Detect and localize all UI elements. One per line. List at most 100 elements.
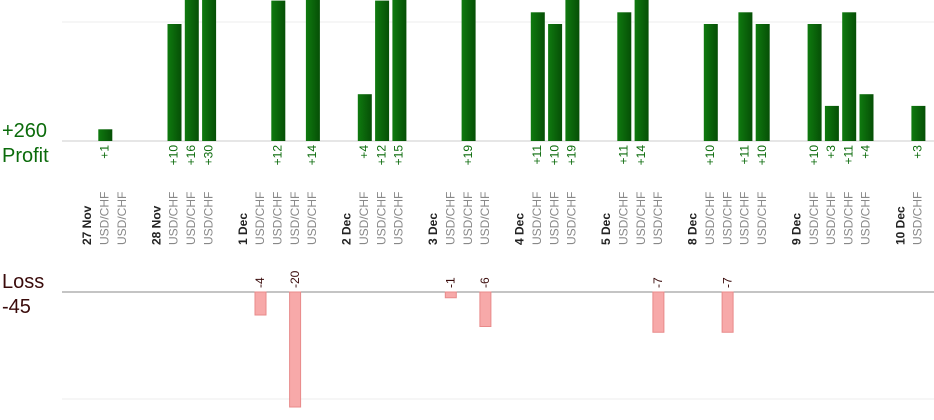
profit-value-label: +14	[305, 145, 319, 166]
profit-bar	[548, 24, 563, 141]
profit-bar	[167, 24, 182, 141]
pair-label: USD/CHF	[392, 192, 406, 245]
pair-label: USD/CHF	[703, 192, 717, 245]
loss-value-label: -7	[720, 277, 734, 288]
profit-value-label: +4	[357, 145, 371, 159]
loss-bar	[652, 291, 665, 333]
pair-label: USD/CHF	[167, 192, 181, 245]
date-label: 10 Dec	[893, 206, 907, 245]
profit-bar	[375, 0, 390, 141]
profit-value-label: +15	[392, 145, 406, 166]
loss-bar	[444, 291, 457, 299]
profit-label: Profit	[2, 145, 49, 167]
profit-bar	[184, 0, 199, 141]
date-label: 28 Nov	[149, 205, 163, 245]
pair-label: USD/CHF	[184, 192, 198, 245]
date-label: 4 Dec	[513, 213, 527, 245]
loss-bar	[254, 291, 267, 316]
loss-value-label: -7	[651, 277, 665, 288]
date-label: 1 Dec	[236, 213, 250, 245]
profit-bar	[202, 0, 217, 141]
profit-bar	[634, 0, 649, 141]
loss-value-label: -20	[288, 270, 302, 288]
loss-value-label: -4	[253, 277, 267, 288]
pair-label: USD/CHF	[270, 192, 284, 245]
date-label: 3 Dec	[426, 213, 440, 245]
profit-bar	[738, 12, 753, 141]
pair-label: USD/CHF	[461, 192, 475, 245]
profit-bar	[824, 105, 839, 141]
profit-bar	[305, 0, 320, 141]
pair-label: USD/CHF	[807, 192, 821, 245]
pair-label: USD/CHF	[859, 192, 873, 245]
profit-bar	[755, 24, 770, 141]
profit-value-label: +12	[374, 145, 388, 166]
profit-bar	[461, 0, 476, 141]
profit-value-label: +19	[461, 145, 475, 166]
date-label: 2 Dec	[340, 213, 354, 245]
date-label: 5 Dec	[599, 213, 613, 245]
profit-value-label: +11	[530, 145, 544, 165]
pair-label: USD/CHF	[565, 192, 579, 245]
profit-bar	[392, 0, 407, 141]
pair-label: USD/CHF	[755, 192, 769, 245]
loss-bar	[479, 291, 492, 327]
profit-bar	[859, 94, 874, 141]
profit-value-label: +3	[911, 145, 925, 159]
pair-label: USD/CHF	[97, 192, 111, 245]
profit-bar	[807, 24, 822, 141]
loss-label: Loss	[2, 271, 45, 293]
profit-bar	[617, 12, 632, 141]
profit-value-label: +10	[703, 145, 717, 166]
profit-bar	[842, 12, 857, 141]
profit-total: +260	[2, 120, 48, 142]
profit-value-label: +10	[755, 145, 769, 166]
loss-bar	[289, 291, 302, 408]
loss-value-label: -1	[443, 277, 457, 288]
pair-label: USD/CHF	[841, 192, 855, 245]
pair-label: USD/CHF	[288, 192, 302, 245]
date-label: 8 Dec	[686, 213, 700, 245]
pair-label: USD/CHF	[651, 192, 665, 245]
profit-bar	[271, 0, 286, 141]
pair-label: USD/CHF	[478, 192, 492, 245]
date-label: 9 Dec	[789, 213, 803, 245]
pair-label: USD/CHF	[824, 192, 838, 245]
profit-value-label: +19	[565, 145, 579, 166]
profit-bar	[530, 12, 545, 141]
pair-label: USD/CHF	[634, 192, 648, 245]
pair-label: USD/CHF	[738, 192, 752, 245]
profit-value-label: +11	[841, 145, 855, 165]
pair-label: USD/CHF	[357, 192, 371, 245]
profit-value-label: +11	[616, 145, 630, 165]
pair-label: USD/CHF	[547, 192, 561, 245]
profit-bar	[703, 24, 718, 141]
profit-value-label: +10	[807, 145, 821, 166]
profit-value-label: +10	[167, 145, 181, 166]
bars-layer	[98, 0, 926, 408]
pair-label: USD/CHF	[115, 192, 129, 245]
pair-label: USD/CHF	[443, 192, 457, 245]
profit-value-label: +1	[97, 145, 111, 159]
pair-label: USD/CHF	[720, 192, 734, 245]
pair-label: USD/CHF	[530, 192, 544, 245]
date-label: 27 Nov	[80, 205, 94, 245]
pair-label: USD/CHF	[201, 192, 215, 245]
loss-value-label: -6	[478, 277, 492, 288]
profit-bar	[565, 0, 580, 141]
pair-label: USD/CHF	[911, 192, 925, 245]
pair-label: USD/CHF	[253, 192, 267, 245]
profit-value-label: +30	[201, 145, 215, 166]
profit-value-label: +11	[738, 145, 752, 165]
pair-label: USD/CHF	[305, 192, 319, 245]
profit-value-label: +14	[634, 145, 648, 166]
profit-value-label: +3	[824, 145, 838, 159]
profit-bar	[911, 105, 926, 141]
profit-bar	[357, 94, 372, 141]
profit-value-label: +12	[270, 145, 284, 166]
profit-value-label: +10	[547, 145, 561, 166]
pair-label: USD/CHF	[374, 192, 388, 245]
pair-label: USD/CHF	[616, 192, 630, 245]
